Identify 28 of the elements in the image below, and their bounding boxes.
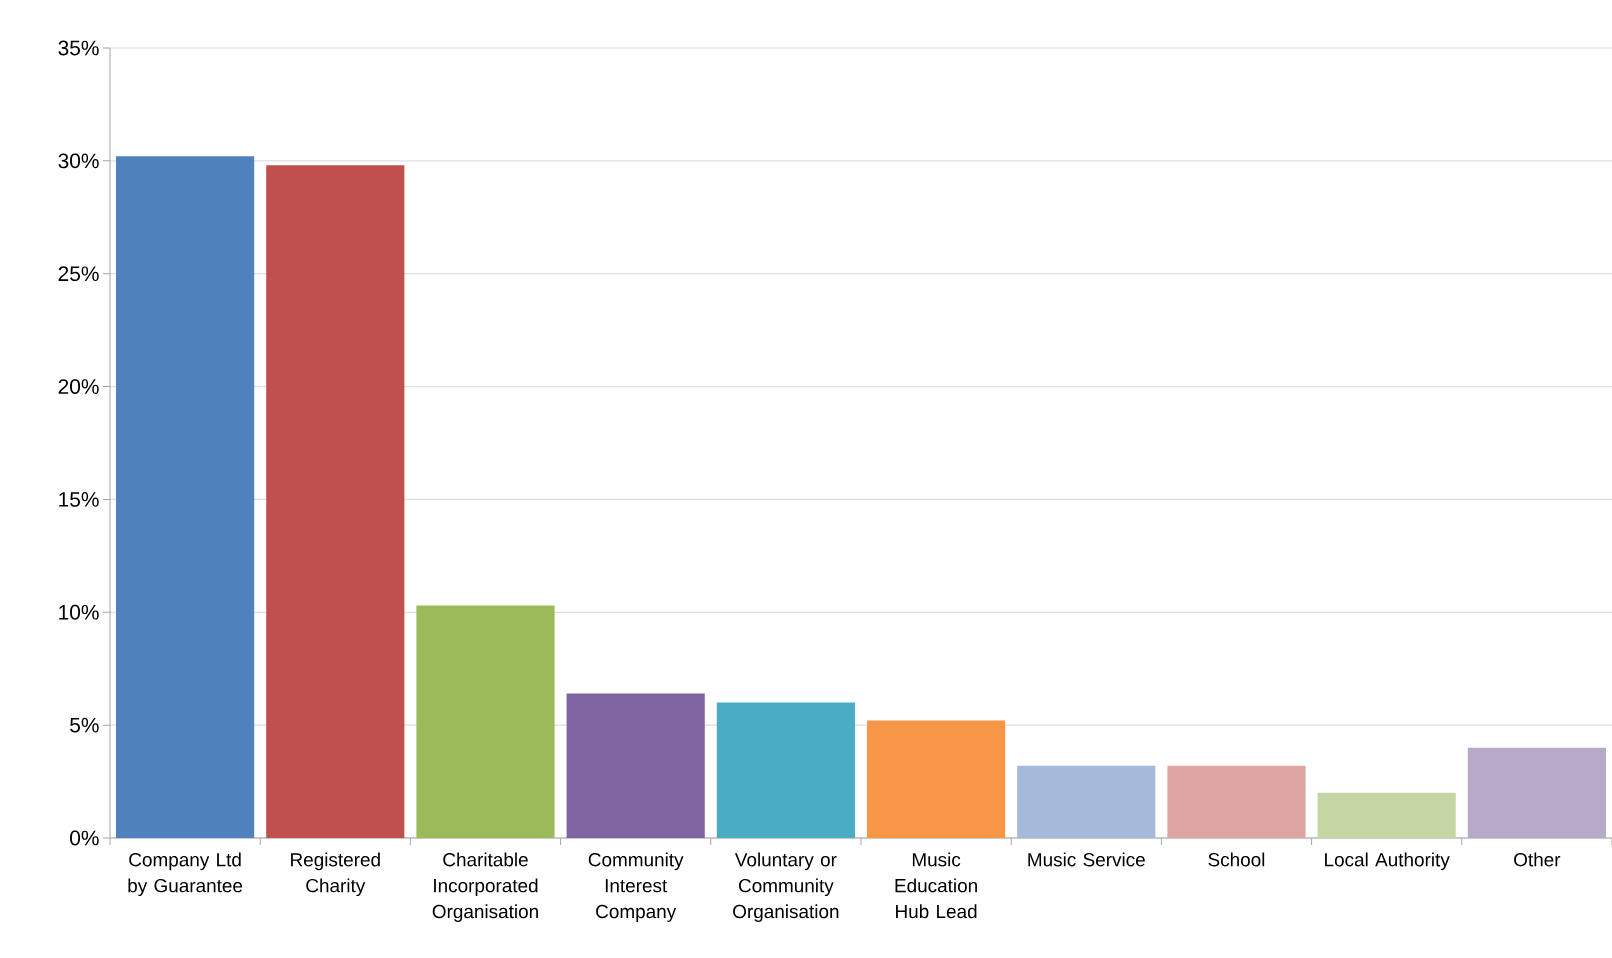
y-tick-label: 15% (59, 492, 99, 507)
x-tick-label: Registered Charity (291, 852, 380, 897)
bar (116, 156, 255, 838)
y-tick-label: 25% (58, 266, 99, 282)
bar (266, 165, 405, 838)
x-tick-label: Music Education Hub Lead (895, 852, 977, 919)
x-tick-label: Voluntary or Community Organisation (733, 852, 839, 922)
bar (716, 702, 855, 838)
bar (566, 693, 705, 838)
bar (1317, 792, 1456, 838)
y-tick-label: 35% (58, 40, 99, 56)
x-tick-label: Local Authority (1325, 852, 1450, 871)
x-tick-label: Other (1514, 852, 1561, 867)
bar (1167, 765, 1306, 838)
y-tick-label: 0% (70, 830, 99, 846)
y-tick-label: 10% (59, 604, 99, 620)
y-tick-label: 30% (58, 153, 99, 169)
bar (416, 605, 555, 838)
x-tick-label: School (1208, 852, 1265, 867)
x-tick-label: Company Ltd by Guarantee (128, 852, 243, 897)
bar (1017, 765, 1156, 838)
bar (867, 720, 1006, 838)
x-tick-label: Music Service (1028, 852, 1145, 867)
bar (1467, 747, 1606, 838)
y-tick-label: 5% (70, 717, 99, 733)
x-tick-label: Community Interest Company (588, 852, 684, 922)
x-tick-label: Charitable Incorporated Organisation (432, 852, 538, 922)
y-tick-label: 20% (58, 379, 99, 394)
